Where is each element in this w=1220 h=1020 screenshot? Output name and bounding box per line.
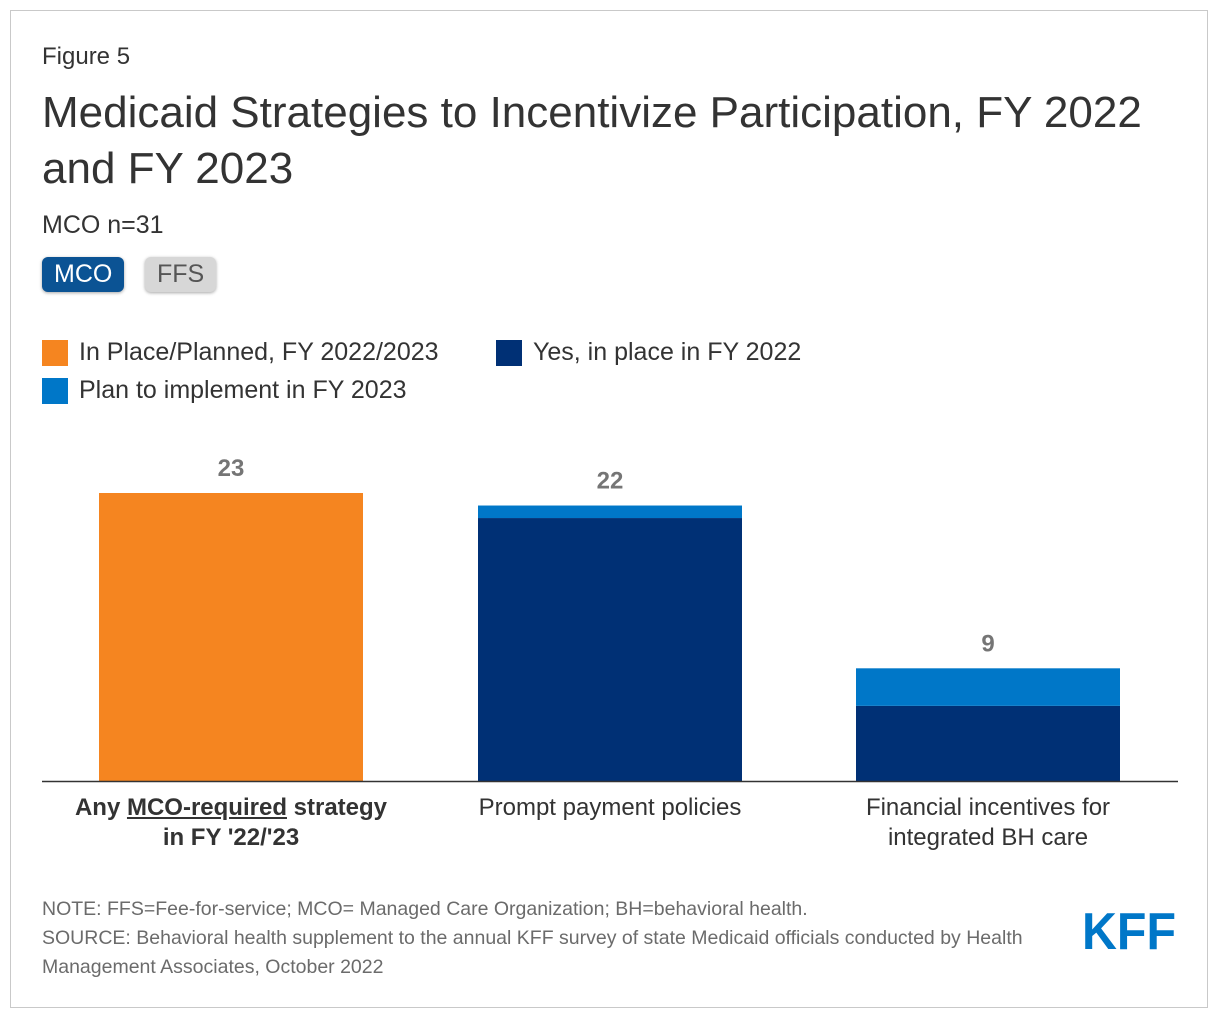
legend-item-in-place-planned: In Place/Planned, FY 2022/2023 [42, 338, 439, 367]
legend-label: In Place/Planned, FY 2022/2023 [79, 338, 439, 366]
toggle-ffs-button[interactable]: FFS [145, 257, 217, 292]
chart-subtitle: MCO n=31 [42, 211, 164, 239]
legend-label: Yes, in place in FY 2022 [533, 338, 802, 366]
legend-swatch-orange [42, 339, 68, 366]
footnote: NOTE: FFS=Fee-for-service; MCO= Managed … [42, 895, 1082, 982]
figure-label: Figure 5 [42, 43, 131, 70]
chart-title: Medicaid Strategies to Incentivize Parti… [42, 88, 1142, 193]
legend-swatch-navy [496, 339, 522, 366]
category-label-prompt-payment: Prompt payment policies [478, 794, 742, 821]
legend-swatch-blue [42, 377, 68, 404]
legend-item-in-place-fy2022: Yes, in place in FY 2022 [496, 338, 801, 367]
legend-label: Plan to implement in FY 2023 [79, 376, 407, 404]
note-text: NOTE: FFS=Fee-for-service; MCO= Managed … [42, 898, 808, 920]
category-label-any-mco-required: Any MCO-required strategy in FY '22/'23 [74, 794, 388, 851]
kff-logo: KFF [1082, 903, 1176, 961]
legend-item-plan-fy2023: Plan to implement in FY 2023 [42, 376, 407, 405]
svg-text:KFF: KFF [1082, 906, 1176, 952]
toggle-mco-button[interactable]: MCO [42, 257, 125, 292]
source-text: SOURCE: Behavioral health supplement to … [42, 927, 1023, 978]
category-label-financial-incentives: Financial incentives for integrated BH c… [865, 794, 1111, 851]
